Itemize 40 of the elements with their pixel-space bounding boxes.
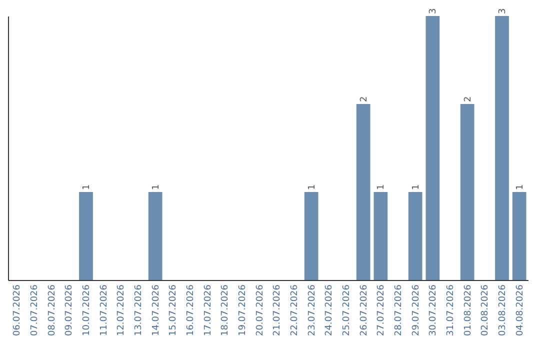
x-tick-label: 27.07.2026	[376, 284, 387, 336]
x-tick-label: 11.07.2026	[99, 284, 110, 336]
x-tick-label: 21.07.2026	[272, 284, 283, 336]
x-tick-label: 26.07.2026	[359, 284, 370, 336]
x-tick-label: 22.07.2026	[290, 284, 300, 336]
x-tick-label: 09.07.2026	[64, 284, 75, 336]
x-tick-label: 30.07.2026	[428, 284, 439, 336]
x-tick-label: 03.08.2026	[498, 284, 508, 336]
x-tick-label: 07.07.2026	[30, 284, 40, 336]
x-tick-label: 13.07.2026	[134, 284, 144, 336]
x-tick-label: 19.07.2026	[238, 284, 248, 336]
x-tick-label: 18.07.2026	[220, 284, 231, 336]
x-tick-label: 24.07.2026	[324, 284, 335, 336]
x-tick-label: 31.07.2026	[446, 284, 456, 336]
x-tick-label: 15.07.2026	[168, 284, 179, 336]
x-tick-label: 17.07.2026	[203, 284, 214, 336]
x-tick-label: 02.08.2026	[480, 284, 491, 336]
x-tick-label: 23.07.2026	[307, 284, 318, 336]
data-label: 1	[376, 184, 387, 190]
x-tick-label: 12.07.2026	[116, 284, 127, 336]
x-tick-label: 04.08.2026	[515, 284, 526, 336]
data-label: 2	[359, 96, 370, 102]
x-tick-label: 20.07.2026	[255, 284, 266, 336]
x-tick-label: 10.07.2026	[82, 284, 92, 336]
data-label: 3	[498, 8, 508, 14]
data-label: 1	[151, 184, 162, 190]
x-tick-label: 14.07.2026	[151, 284, 162, 336]
x-tick-label: 01.08.2026	[463, 284, 474, 336]
x-tick-label: 16.07.2026	[186, 284, 196, 336]
x-tick-label: 25.07.2026	[342, 284, 352, 336]
x-tick-label: 29.07.2026	[411, 284, 422, 336]
x-tick-label: 06.07.2026	[12, 284, 23, 336]
data-label: 1	[515, 184, 526, 190]
data-label: 1	[307, 184, 318, 190]
data-label: 3	[428, 8, 439, 14]
data-label: 2	[463, 96, 474, 102]
data-label: 1	[82, 184, 92, 190]
data-label: 1	[411, 184, 422, 190]
x-tick-label: 08.07.2026	[47, 284, 58, 336]
x-tick-label: 28.07.2026	[394, 284, 404, 336]
